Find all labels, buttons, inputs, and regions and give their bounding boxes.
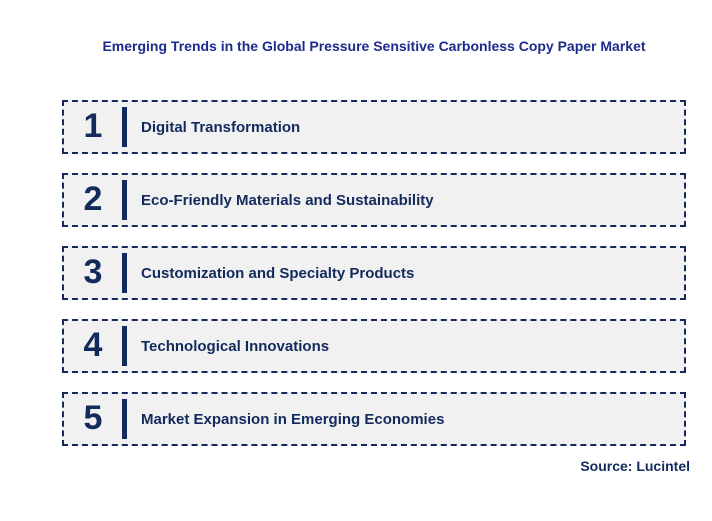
divider-bar xyxy=(122,326,127,366)
trend-number: 3 xyxy=(83,253,103,291)
trend-row: 5 Market Expansion in Emerging Economies xyxy=(62,392,686,446)
trend-label: Market Expansion in Emerging Economies xyxy=(141,410,445,428)
divider-bar xyxy=(122,253,127,293)
trend-number: 5 xyxy=(83,399,103,437)
trend-list: 1 Digital Transformation 2 Eco-Friendly … xyxy=(62,100,686,446)
trend-row: 3 Customization and Specialty Products xyxy=(62,246,686,300)
page-title: Emerging Trends in the Global Pressure S… xyxy=(102,38,646,54)
trend-label: Technological Innovations xyxy=(141,337,330,355)
trend-label: Digital Transformation xyxy=(141,118,301,136)
trend-label: Customization and Specialty Products xyxy=(141,264,415,282)
divider-bar xyxy=(122,399,127,439)
trend-number: 2 xyxy=(83,180,103,218)
trend-row: 1 Digital Transformation xyxy=(62,100,686,154)
divider-bar xyxy=(122,180,127,220)
source-attribution: Source: Lucintel xyxy=(580,458,690,474)
divider-bar xyxy=(122,107,127,147)
trend-row: 4 Technological Innovations xyxy=(62,319,686,373)
trend-number: 1 xyxy=(83,107,103,145)
trend-number: 4 xyxy=(83,326,103,364)
trend-row: 2 Eco-Friendly Materials and Sustainabil… xyxy=(62,173,686,227)
trend-label: Eco-Friendly Materials and Sustainabilit… xyxy=(141,191,434,209)
